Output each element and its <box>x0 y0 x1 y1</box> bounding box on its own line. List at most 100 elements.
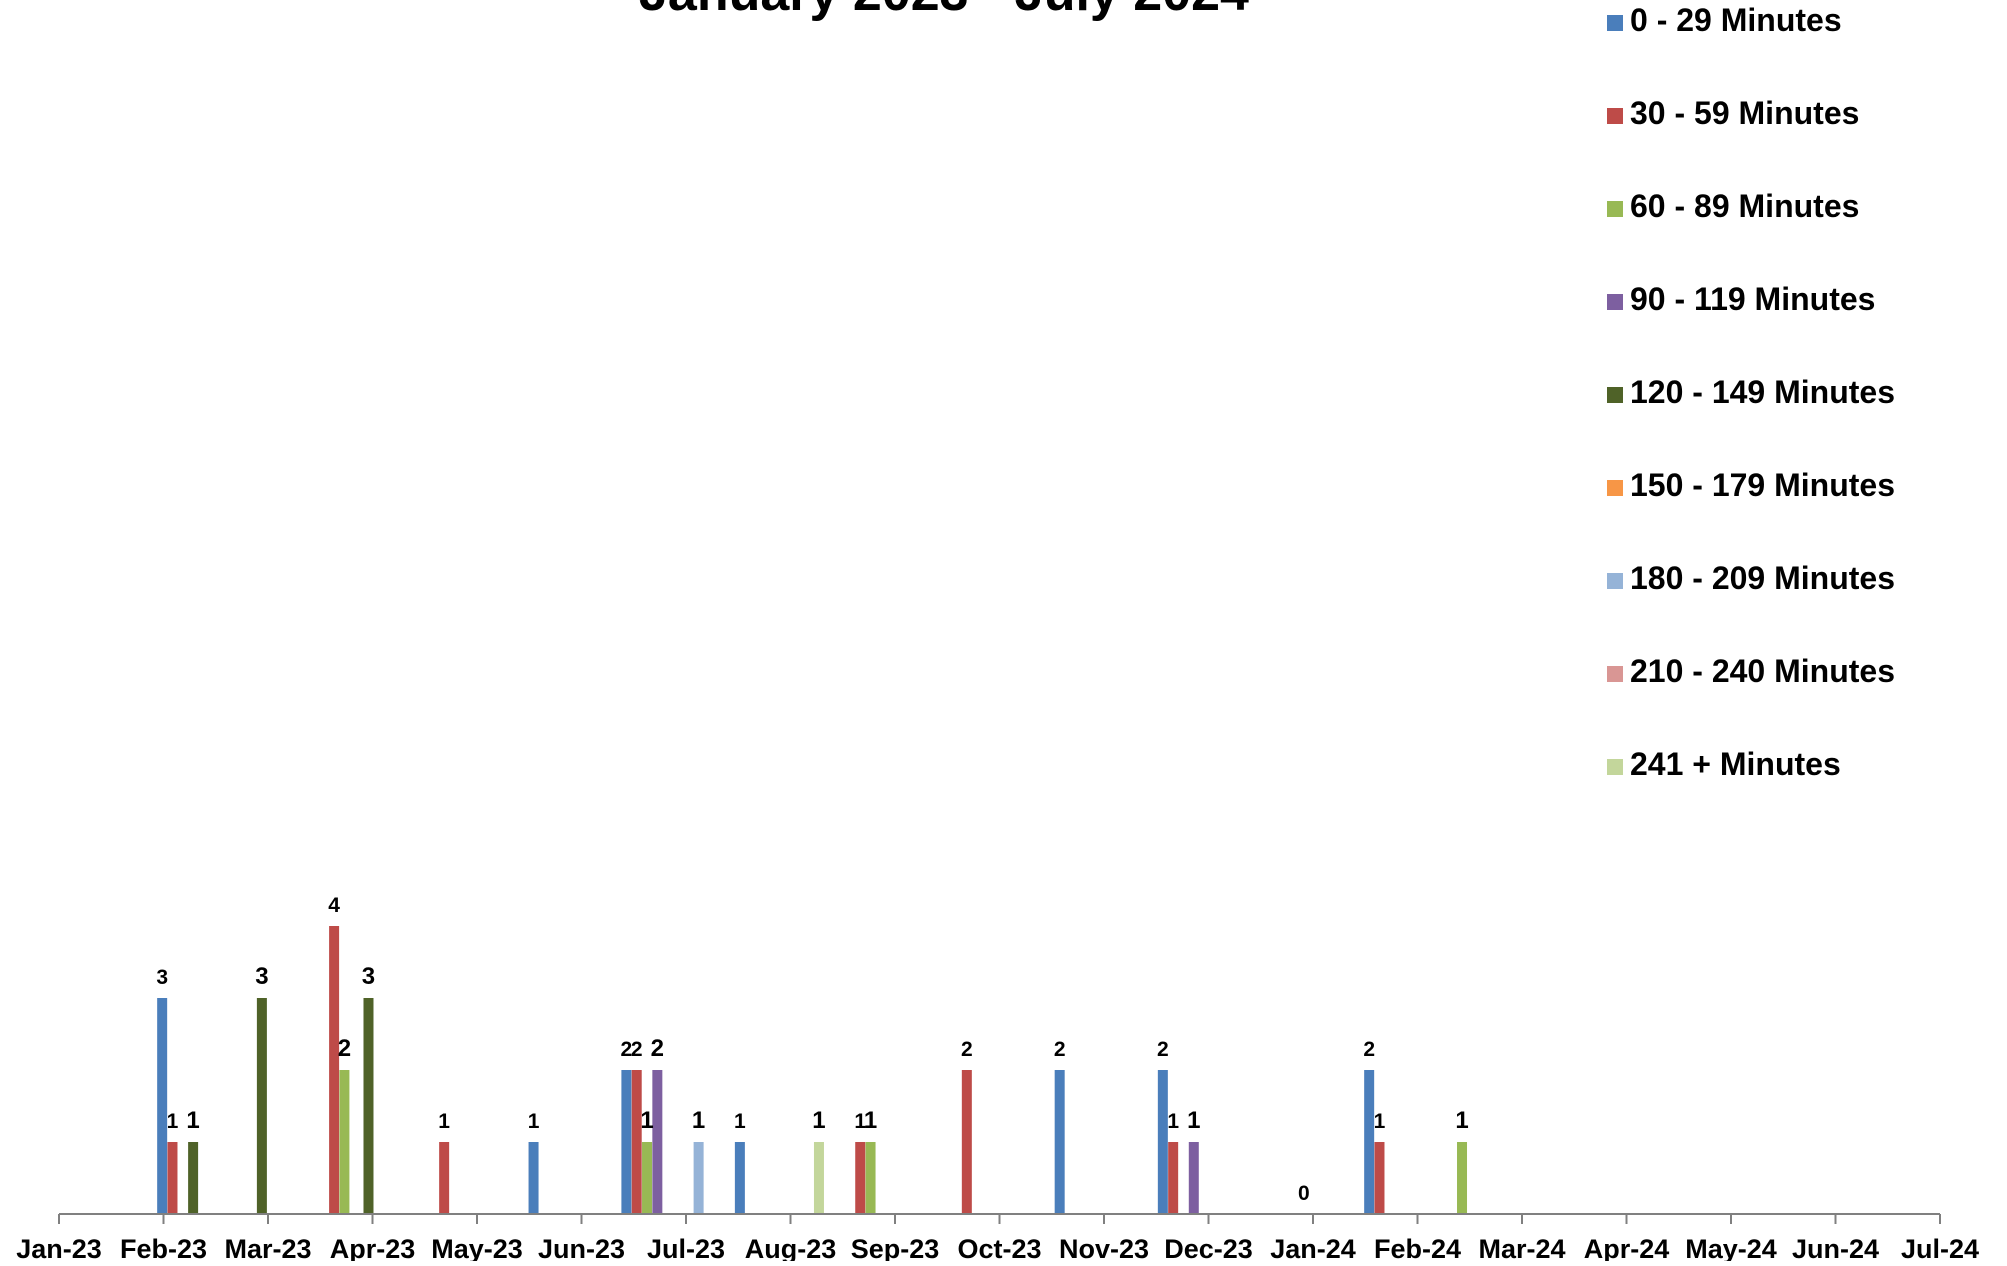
bar-30-59-minutes-18 <box>961 1070 972 1214</box>
x-tick-label-mar-24: Mar-24 <box>1478 1234 1565 1261</box>
data-label-12: 2 <box>651 1035 664 1062</box>
bar-120-149-minutes-2 <box>188 1142 199 1214</box>
legend-swatch <box>1607 666 1623 682</box>
bar-30-59-minutes-25 <box>1374 1142 1385 1214</box>
data-label-14: 1 <box>734 1110 746 1133</box>
legend-swatch <box>1607 480 1623 496</box>
legend-swatch <box>1607 573 1623 589</box>
legend-label: 241 + Minutes <box>1630 746 1841 782</box>
data-label-10: 2 <box>631 1038 643 1061</box>
bar-120-149-minutes-6 <box>363 998 374 1214</box>
legend-label: 60 - 89 Minutes <box>1630 188 1860 224</box>
bar-0-29-minutes-24 <box>1364 1070 1375 1214</box>
legend-item-3: 90 - 119 Minutes <box>1607 281 1910 318</box>
legend-item-1: 30 - 59 Minutes <box>1607 95 1910 132</box>
bar-60-89-minutes-5 <box>339 1070 350 1214</box>
x-tick-label-feb-23: Feb-23 <box>120 1234 207 1261</box>
data-label-11: 1 <box>640 1107 653 1134</box>
legend-label: 120 - 149 Minutes <box>1630 374 1895 410</box>
data-label-13: 1 <box>692 1107 705 1134</box>
bar-30-59-minutes-21 <box>1168 1142 1179 1214</box>
legend-item-5: 150 - 179 Minutes <box>1607 467 1910 504</box>
bar-90-119-minutes-12 <box>652 1070 663 1214</box>
bar-0-29-minutes-19 <box>1054 1070 1065 1214</box>
legend-swatch <box>1607 108 1623 124</box>
bar-0-29-minutes-14 <box>734 1142 745 1214</box>
data-label-24: 2 <box>1363 1038 1375 1061</box>
bar-60-89-minutes-17 <box>865 1142 876 1214</box>
data-label-19: 2 <box>1054 1038 1066 1061</box>
data-label-22: 1 <box>1187 1107 1200 1134</box>
x-tick-label-apr-23: Apr-23 <box>330 1234 416 1261</box>
x-tick-label-oct-23: Oct-23 <box>957 1234 1041 1261</box>
bar-60-89-minutes-26 <box>1457 1142 1468 1214</box>
legend-label: 90 - 119 Minutes <box>1630 281 1876 317</box>
legend-label: 30 - 59 Minutes <box>1630 95 1860 131</box>
bar-120-149-minutes-3 <box>256 998 267 1214</box>
bar-0-29-minutes-8 <box>528 1142 539 1214</box>
legend-swatch <box>1607 759 1623 775</box>
bar-60-89-minutes-11 <box>642 1142 653 1214</box>
bar-0-29-minutes-20 <box>1157 1070 1168 1214</box>
legend-label: 210 - 240 Minutes <box>1630 653 1895 689</box>
legend-swatch <box>1607 15 1623 31</box>
x-tick-label-apr-24: Apr-24 <box>1584 1234 1670 1261</box>
x-tick-label-may-24: May-24 <box>1685 1234 1777 1261</box>
x-tick-label-sep-23: Sep-23 <box>851 1234 940 1261</box>
x-tick-label-dec-23: Dec-23 <box>1164 1234 1253 1261</box>
bar-30-59-minutes-1 <box>167 1142 178 1214</box>
legend-item-4: 120 - 149 Minutes <box>1607 374 1910 411</box>
data-label-1: 1 <box>167 1110 179 1133</box>
data-label-4: 4 <box>328 894 340 917</box>
data-label-2: 1 <box>186 1107 199 1134</box>
data-label-21: 1 <box>1167 1110 1179 1133</box>
bar-30-59-minutes-16 <box>855 1142 866 1214</box>
data-label-23: 0 <box>1298 1182 1310 1205</box>
chart-title: January 2023 - July 2024 <box>639 0 1249 22</box>
x-tick-label-jan-23: Jan-23 <box>16 1234 102 1261</box>
legend-swatch <box>1607 387 1623 403</box>
data-label-25: 1 <box>1374 1110 1386 1133</box>
legend-label: 150 - 179 Minutes <box>1630 467 1895 503</box>
data-label-7: 1 <box>438 1110 450 1133</box>
x-tick-label-jul-23: Jul-23 <box>647 1234 725 1261</box>
data-label-18: 2 <box>961 1038 973 1061</box>
data-label-16: 1 <box>854 1110 866 1133</box>
data-label-5: 2 <box>338 1035 351 1062</box>
data-label-15: 1 <box>812 1107 825 1134</box>
legend-item-7: 210 - 240 Minutes <box>1607 653 1910 690</box>
data-label-8: 1 <box>528 1110 540 1133</box>
data-label-3: 3 <box>255 963 268 990</box>
legend-item-8: 241 + Minutes <box>1607 746 1910 783</box>
data-label-6: 3 <box>362 963 375 990</box>
x-tick-label-jan-24: Jan-24 <box>1270 1234 1356 1261</box>
bar-30-59-minutes-7 <box>439 1142 450 1214</box>
bar-241-minutes-15 <box>813 1142 824 1214</box>
bar-90-119-minutes-22 <box>1188 1142 1199 1214</box>
x-tick-label-feb-24: Feb-24 <box>1374 1234 1461 1261</box>
data-label-20: 2 <box>1157 1038 1169 1061</box>
bar-30-59-minutes-4 <box>329 926 340 1214</box>
data-label-9: 2 <box>621 1038 633 1061</box>
bar-0-29-minutes-0 <box>157 998 168 1214</box>
legend-item-2: 60 - 89 Minutes <box>1607 188 1910 225</box>
x-tick-label-jun-23: Jun-23 <box>538 1234 625 1261</box>
x-tick-label-nov-23: Nov-23 <box>1059 1234 1149 1261</box>
legend-label: 0 - 29 Minutes <box>1630 2 1842 38</box>
x-tick-label-aug-23: Aug-23 <box>745 1234 837 1261</box>
x-tick-label-jul-24: Jul-24 <box>1901 1234 1979 1261</box>
bar-30-59-minutes-10 <box>631 1070 642 1214</box>
bar-0-29-minutes-9 <box>621 1070 632 1214</box>
legend-item-0: 0 - 29 Minutes <box>1607 2 1910 39</box>
legend-label: 180 - 209 Minutes <box>1630 560 1895 596</box>
x-tick-label-jun-24: Jun-24 <box>1792 1234 1879 1261</box>
data-label-17: 1 <box>864 1107 877 1134</box>
x-tick-label-may-23: May-23 <box>431 1234 523 1261</box>
data-label-26: 1 <box>1455 1107 1468 1134</box>
legend-swatch <box>1607 294 1623 310</box>
legend-item-6: 180 - 209 Minutes <box>1607 560 1910 597</box>
bar-180-209-minutes-13 <box>693 1142 704 1214</box>
legend-swatch <box>1607 201 1623 217</box>
